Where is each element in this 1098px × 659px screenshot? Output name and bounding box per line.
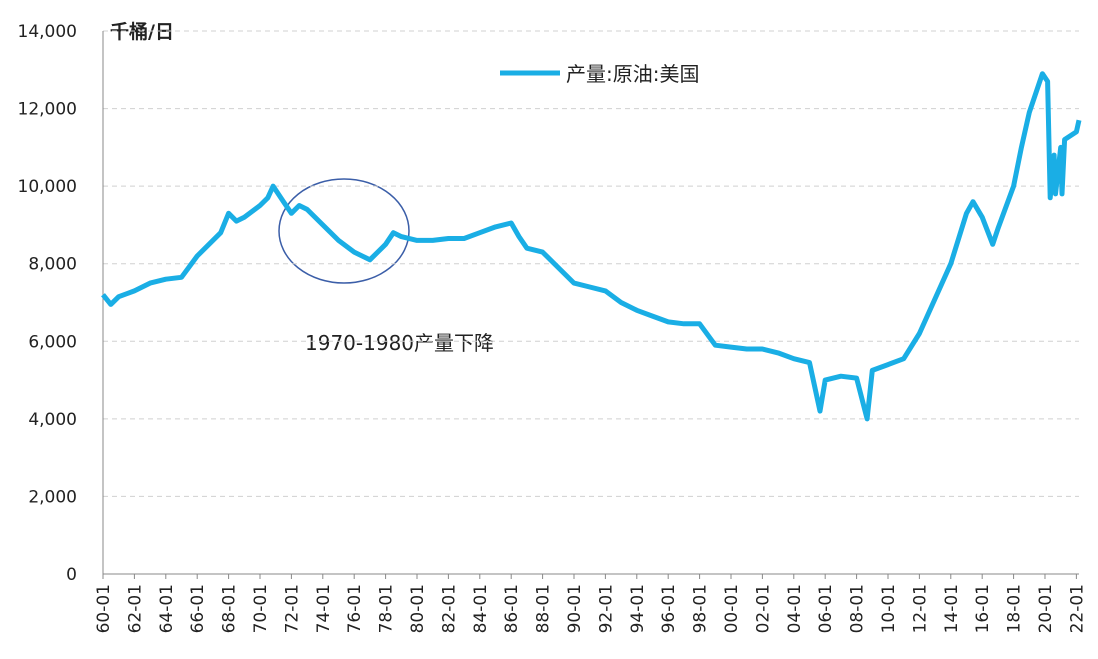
x-tick-label: 16-01 <box>973 584 993 633</box>
x-tick-label: 90-01 <box>565 584 585 633</box>
x-tick-label: 08-01 <box>848 584 868 633</box>
y-tick-label: 0 <box>66 565 77 585</box>
x-tick-label: 84-01 <box>471 584 491 633</box>
x-tick-label: 14-01 <box>942 584 962 633</box>
x-tick-label: 72-01 <box>282 584 302 633</box>
x-tick-label: 62-01 <box>125 584 145 633</box>
y-tick-label: 8,000 <box>28 255 77 275</box>
x-tick-label: 66-01 <box>188 584 208 633</box>
x-tick-label: 74-01 <box>314 584 334 633</box>
x-tick-label: 02-01 <box>753 584 773 633</box>
x-tick-label: 82-01 <box>439 584 459 633</box>
x-tick-label: 94-01 <box>628 584 648 633</box>
x-tick-label: 80-01 <box>408 584 428 633</box>
x-tick-label: 70-01 <box>251 584 271 633</box>
x-tick-label: 20-01 <box>1036 584 1056 633</box>
highlight-ellipse <box>278 178 410 284</box>
x-tick-label: 78-01 <box>377 584 397 633</box>
data-line <box>101 71 1082 422</box>
x-tick-label: 12-01 <box>910 584 930 633</box>
x-tick-label: 06-01 <box>816 584 836 633</box>
x-tick-label: 00-01 <box>722 584 742 633</box>
y-tick-label: 6,000 <box>28 332 77 352</box>
annotation: 1970-1980产量下降 <box>305 331 494 355</box>
x-tick-label: 86-01 <box>502 584 522 633</box>
x-tick-label: 04-01 <box>785 584 805 633</box>
x-tick-label: 98-01 <box>691 584 711 633</box>
y-tick-label: 12,000 <box>18 100 77 120</box>
x-tick-label: 68-01 <box>220 584 240 633</box>
x-tick-label: 22-01 <box>1067 584 1087 633</box>
y-tick-label: 2,000 <box>28 487 77 507</box>
x-tick-label: 60-01 <box>94 584 114 633</box>
x-tick-label: 92-01 <box>596 584 616 633</box>
x-tick-label: 18-01 <box>1005 584 1025 633</box>
x-tick-label: 76-01 <box>345 584 365 633</box>
x-tick-label: 88-01 <box>534 584 554 633</box>
y-tick-label: 4,000 <box>28 410 77 430</box>
x-tick-label: 64-01 <box>157 584 177 633</box>
y-tick-label: 14,000 <box>18 22 77 42</box>
x-tick-label: 96-01 <box>659 584 679 633</box>
y-tick-label: 10,000 <box>18 177 77 197</box>
legend-label: 产量:原油:美国 <box>566 62 699 86</box>
x-tick-label: 10-01 <box>879 584 899 633</box>
